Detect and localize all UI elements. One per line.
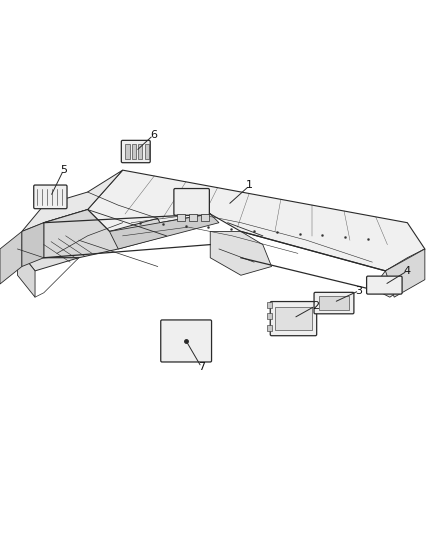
Bar — [125, 144, 130, 159]
Text: 4: 4 — [404, 266, 411, 276]
FancyBboxPatch shape — [314, 292, 354, 314]
FancyBboxPatch shape — [270, 302, 317, 336]
Text: 7: 7 — [198, 362, 205, 372]
FancyBboxPatch shape — [34, 185, 67, 209]
Polygon shape — [22, 223, 44, 266]
Polygon shape — [0, 231, 22, 284]
Text: 3: 3 — [356, 286, 363, 296]
Text: 6: 6 — [150, 130, 157, 140]
FancyBboxPatch shape — [121, 140, 150, 163]
Text: 5: 5 — [60, 165, 67, 175]
Polygon shape — [110, 214, 219, 249]
Polygon shape — [18, 249, 35, 297]
Bar — [189, 214, 197, 221]
Bar — [177, 214, 185, 221]
Text: 2: 2 — [312, 301, 319, 311]
Polygon shape — [385, 249, 425, 297]
Bar — [145, 144, 149, 159]
FancyBboxPatch shape — [367, 276, 402, 294]
Bar — [275, 307, 312, 330]
FancyBboxPatch shape — [161, 320, 212, 362]
Bar — [201, 214, 209, 221]
Bar — [132, 144, 136, 159]
Polygon shape — [44, 209, 166, 258]
Bar — [138, 144, 142, 159]
Bar — [267, 325, 272, 331]
Polygon shape — [210, 231, 272, 275]
Bar — [267, 302, 272, 308]
Text: 1: 1 — [246, 181, 253, 190]
Polygon shape — [88, 170, 425, 271]
Bar — [267, 313, 272, 319]
Bar — [319, 296, 349, 310]
Polygon shape — [18, 209, 109, 271]
Polygon shape — [22, 170, 123, 231]
Polygon shape — [372, 249, 425, 297]
FancyBboxPatch shape — [174, 189, 209, 215]
